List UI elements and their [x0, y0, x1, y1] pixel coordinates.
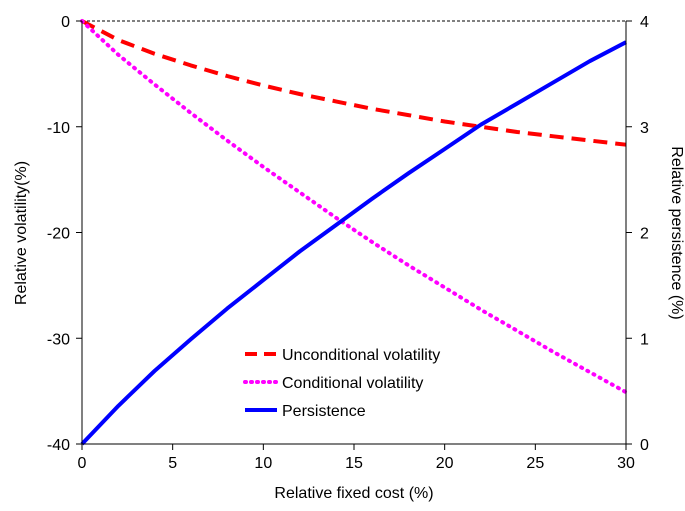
- ticks: 0 5 10 15 20 25 30 0 -10 -20 -30 -40 0 1 2 3 4: [47, 14, 649, 472]
- series-line-conditional-volatility: [80, 19, 628, 395]
- legend-label-unconditional: Unconditional volatility: [282, 347, 440, 364]
- y-right-tick-label: 0: [640, 437, 649, 454]
- x-tick-label: 5: [168, 455, 177, 472]
- legend-label-persistence: Persistence: [282, 403, 366, 420]
- x-tick-label: 25: [526, 455, 544, 472]
- y-left-tick-label: 0: [61, 14, 70, 31]
- x-tick-label: 10: [254, 455, 272, 472]
- y-right-tick-label: 4: [640, 14, 649, 31]
- series-line-unconditional-volatility: [81, 19, 627, 147]
- y-axis-left-title: Relative volatility(%): [13, 161, 30, 305]
- y-right-tick-label: 1: [640, 331, 649, 348]
- series-line-persistence: [80, 40, 627, 446]
- y-right-tick-label: 2: [640, 226, 649, 243]
- legend-label-conditional: Conditional volatility: [282, 375, 423, 392]
- y-axis-right-title: Relative persistence (%): [668, 146, 685, 319]
- plot-lines: [80, 19, 628, 446]
- y-left-tick-label: -40: [47, 437, 70, 454]
- y-left-tick-label: -20: [47, 226, 70, 243]
- x-tick-label: 0: [78, 455, 87, 472]
- legend: Unconditional volatility Conditional vol…: [243, 347, 440, 420]
- y-left-tick-label: -30: [47, 331, 70, 348]
- y-right-tick-label: 3: [640, 120, 649, 137]
- x-tick-label: 15: [345, 455, 363, 472]
- x-tick-label: 30: [617, 455, 635, 472]
- x-tick-label: 20: [436, 455, 454, 472]
- y-left-tick-label: -10: [47, 120, 70, 137]
- x-axis-title: Relative fixed cost (%): [274, 485, 433, 502]
